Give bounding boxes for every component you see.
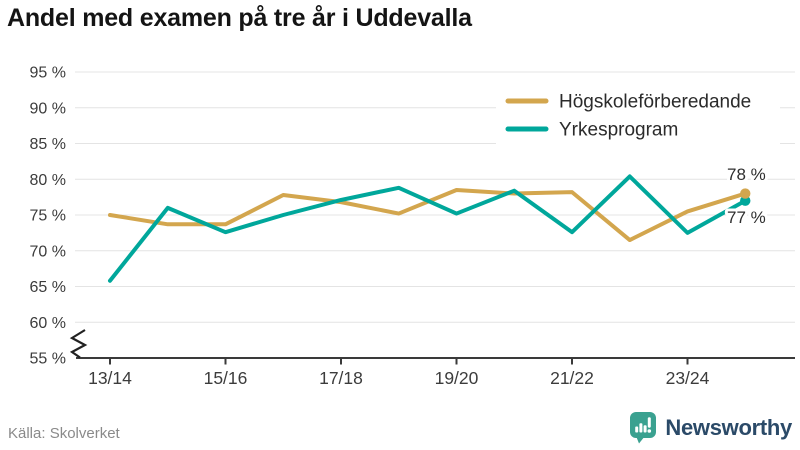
- y-tick-label: 80 %: [30, 172, 66, 189]
- y-tick-label: 75 %: [30, 208, 66, 225]
- x-tick-label: 17/18: [319, 368, 363, 388]
- legend-label: Yrkesprogram: [559, 120, 678, 141]
- end-dot-yrkesprogram: [740, 195, 751, 206]
- x-tick-label: 13/14: [88, 368, 132, 388]
- newsworthy-logo: Newsworthy: [629, 411, 792, 444]
- end-value-label-yrkesprogram: 77 %: [727, 208, 766, 227]
- legend-label: Högskoleförberedande: [559, 92, 751, 113]
- y-tick-label: 95 %: [30, 65, 66, 82]
- y-tick-label: 55 %: [30, 351, 66, 368]
- chart-title: Andel med examen på tre år i Uddevalla: [7, 4, 472, 32]
- y-tick-label: 85 %: [30, 136, 66, 153]
- source-note: Källa: Skolverket: [8, 425, 120, 442]
- legend-background: [496, 86, 780, 146]
- series-line-yrkesprogram: [108, 174, 748, 283]
- y-tick-label: 60 %: [30, 315, 66, 332]
- y-tick-label: 70 %: [30, 243, 66, 260]
- x-tick-label: 15/16: [204, 368, 248, 388]
- y-tick-label: 90 %: [30, 100, 66, 117]
- x-tick-label: 23/24: [666, 368, 710, 388]
- x-tick-label: 21/22: [550, 368, 594, 388]
- end-value-label-hogskoleforberedande: 78 %: [727, 165, 766, 184]
- end-dot-hogskoleforberedande: [740, 188, 751, 199]
- newsworthy-wordmark: Newsworthy: [665, 414, 792, 440]
- x-tick-label: 19/20: [435, 368, 479, 388]
- newsworthy-bar-chart-icon: [630, 412, 657, 444]
- axis-break-icon: [69, 329, 88, 359]
- y-tick-label: 65 %: [30, 279, 66, 296]
